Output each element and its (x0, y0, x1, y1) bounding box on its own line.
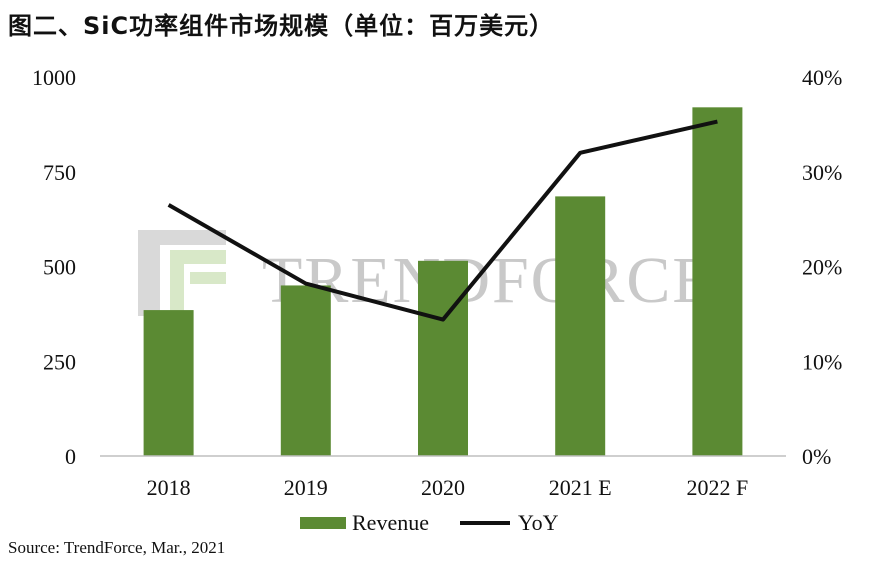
x-tick-label: 2022 F (687, 475, 749, 500)
bar-revenue-2 (418, 260, 468, 456)
bar-revenue-0 (143, 310, 194, 456)
y-left-tick-label: 500 (43, 255, 76, 280)
legend-swatch-revenue (300, 517, 346, 529)
x-tick-label: 2021 E (549, 475, 612, 500)
x-tick-label: 2019 (284, 475, 328, 500)
y-right-tick-label: 30% (802, 160, 842, 185)
y-right-tick-label: 40% (802, 65, 842, 90)
bar-revenue-1 (280, 285, 331, 456)
y-right-tick-label: 20% (802, 255, 842, 280)
y-right-tick-label: 0% (802, 444, 831, 469)
y-left-tick-label: 750 (43, 160, 76, 185)
y-left-tick-label: 250 (43, 349, 76, 374)
legend-label-revenue: Revenue (352, 510, 429, 535)
x-tick-label: 2020 (421, 475, 465, 500)
chart-title: 图二、SiC功率组件市场规模（单位：百万美元） (8, 12, 555, 40)
x-tick-label: 2018 (147, 475, 191, 500)
legend: Revenue YoY (300, 510, 559, 535)
y-left-tick-label: 1000 (32, 65, 76, 90)
legend-label-yoy: YoY (518, 510, 559, 535)
yoy-line (167, 119, 718, 322)
trendforce-watermark: TRENDFORCE (138, 230, 715, 317)
bar-revenue-4 (692, 107, 743, 456)
watermark-text: TRENDFORCE (262, 244, 715, 317)
bar-revenue-3 (555, 196, 606, 456)
y-right-tick-label: 10% (802, 349, 842, 374)
y-left-tick-label: 0 (65, 444, 76, 469)
source-note: Source: TrendForce, Mar., 2021 (8, 538, 226, 557)
